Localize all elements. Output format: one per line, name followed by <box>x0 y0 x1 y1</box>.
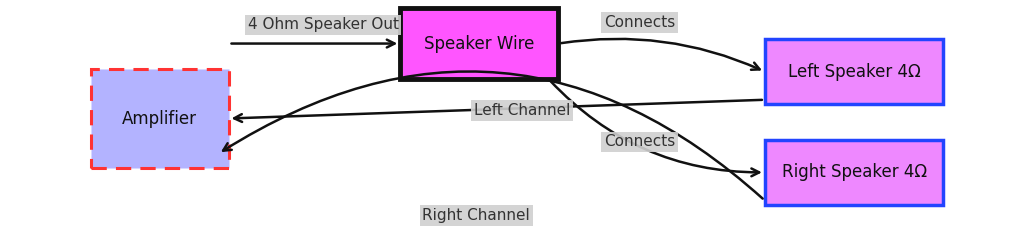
Text: Right Channel: Right Channel <box>422 208 530 223</box>
FancyBboxPatch shape <box>400 9 558 79</box>
Text: Left Speaker 4Ω: Left Speaker 4Ω <box>787 63 921 81</box>
Text: Connects: Connects <box>604 134 675 149</box>
FancyBboxPatch shape <box>765 39 943 105</box>
Text: Left Channel: Left Channel <box>474 103 570 118</box>
Text: Connects: Connects <box>604 15 675 30</box>
Text: Amplifier: Amplifier <box>122 109 198 128</box>
FancyBboxPatch shape <box>91 69 228 168</box>
FancyBboxPatch shape <box>765 140 943 205</box>
Text: Speaker Wire: Speaker Wire <box>424 35 535 53</box>
Text: Right Speaker 4Ω: Right Speaker 4Ω <box>781 163 927 181</box>
Text: 4 Ohm Speaker Out: 4 Ohm Speaker Out <box>248 17 398 32</box>
